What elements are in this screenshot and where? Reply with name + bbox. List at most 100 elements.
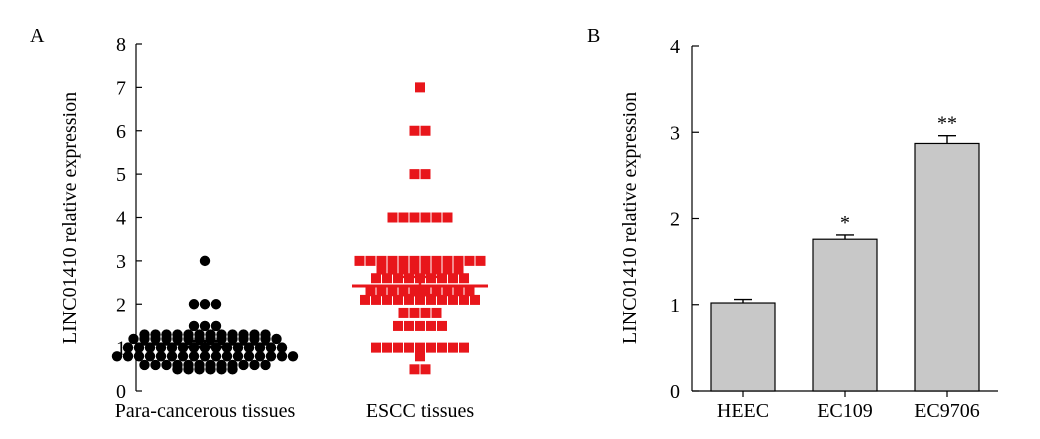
panel-b-label: B [587,25,600,47]
escc-point [420,307,431,318]
escc-point [448,294,458,305]
escc-point [415,342,425,353]
para-cancerous-point [276,351,288,362]
para-cancerous-point [139,333,150,345]
escc-point [398,212,409,223]
escc-point [464,286,475,297]
para-cancerous-point [210,351,222,362]
para-cancerous-point [188,299,200,310]
escc-point [415,320,425,331]
escc-point [426,320,436,331]
panel-a-ylabel: LINC01410 relative expression [59,92,81,344]
para-cancerous-point [122,342,134,353]
panel-a-y-tick-label: 5 [116,164,126,186]
panel-b-y-tick-label: 4 [670,36,680,58]
para-cancerous-point [227,364,238,375]
escc-point [387,286,398,297]
escc-point [453,264,464,275]
para-cancerous-point [265,351,277,362]
para-cancerous-point [128,333,139,345]
panel-a-y-tick-label: 3 [116,251,126,273]
para-cancerous-point [199,351,211,362]
escc-point [409,286,420,297]
para-cancerous-point [188,320,200,332]
panel-a-label: A [30,25,45,47]
bar-ec109 [812,238,878,392]
escc-point [459,342,469,353]
panel-a-y-tick-label: 2 [116,294,126,316]
para-cancerous-point [194,364,205,375]
escc-point [420,169,431,180]
escc-point [442,212,453,223]
escc-point [398,307,409,318]
significance-marker: ** [937,113,957,135]
escc-point [404,342,414,353]
bar-ec9706 [914,142,980,392]
para-cancerous-point [111,351,123,362]
escc-point [376,264,387,275]
para-cancerous-point [260,359,271,371]
para-cancerous-point [150,333,161,345]
escc-point [437,273,447,284]
escc-point [371,342,381,353]
para-cancerous-point [166,351,178,362]
para-cancerous-point [227,333,238,345]
escc-point [420,364,431,375]
panel-a-y-tick-label: 6 [116,121,126,143]
escc-point [371,294,381,305]
panel-a-y-tick-label: 1 [116,338,126,360]
para-cancerous-point [249,333,260,345]
escc-point [431,264,442,275]
escc-point [387,264,398,275]
escc-point [398,286,409,297]
escc-point [365,286,376,297]
para-cancerous-point [144,351,156,362]
para-cancerous-point [199,255,211,267]
escc-point [409,307,420,318]
panel-a-category-label: ESCC tissues [366,400,475,422]
para-cancerous-point [216,364,227,375]
escc-point [393,273,403,284]
escc-point [437,294,447,305]
para-cancerous-point [172,333,183,345]
escc-point [382,294,392,305]
escc-point [420,255,431,266]
escc-point [409,169,420,180]
para-cancerous-point [287,351,299,362]
escc-point [453,286,464,297]
escc-point [459,294,469,305]
para-cancerous-point [216,333,227,345]
panel-a-y-tick-label: 7 [116,77,126,99]
escc-point [404,320,414,331]
escc-point [409,264,420,275]
para-cancerous-point [177,351,189,362]
panel-b-category-label: HEEC [717,400,769,422]
escc-point [464,255,475,266]
escc-point [426,273,436,284]
para-cancerous-point [199,299,211,310]
escc-point [431,212,442,223]
escc-point [360,294,370,305]
escc-point [415,294,425,305]
escc-point [365,255,376,266]
panel-a-plot: 0 1 2 3 4 5 6 7 8 Para-cancerous tissues ESCC tiss… [111,34,488,422]
para-cancerous-point [205,364,216,375]
para-cancerous-point [232,351,244,362]
escc-point [442,255,453,266]
escc-point [382,273,392,284]
escc-point [431,286,442,297]
escc-point [448,273,458,284]
escc-point [431,255,442,266]
panel-a-y-tick-label: 8 [116,34,126,56]
para-cancerous-point [199,320,211,332]
escc-point [398,264,409,275]
para-cancerous-point [276,342,288,353]
escc-point [354,255,365,266]
escc-point [453,255,464,266]
escc-point [376,255,387,266]
escc-point [409,125,420,136]
escc-point [442,286,453,297]
escc-point [459,273,469,284]
escc-point [431,307,442,318]
escc-point [470,294,480,305]
